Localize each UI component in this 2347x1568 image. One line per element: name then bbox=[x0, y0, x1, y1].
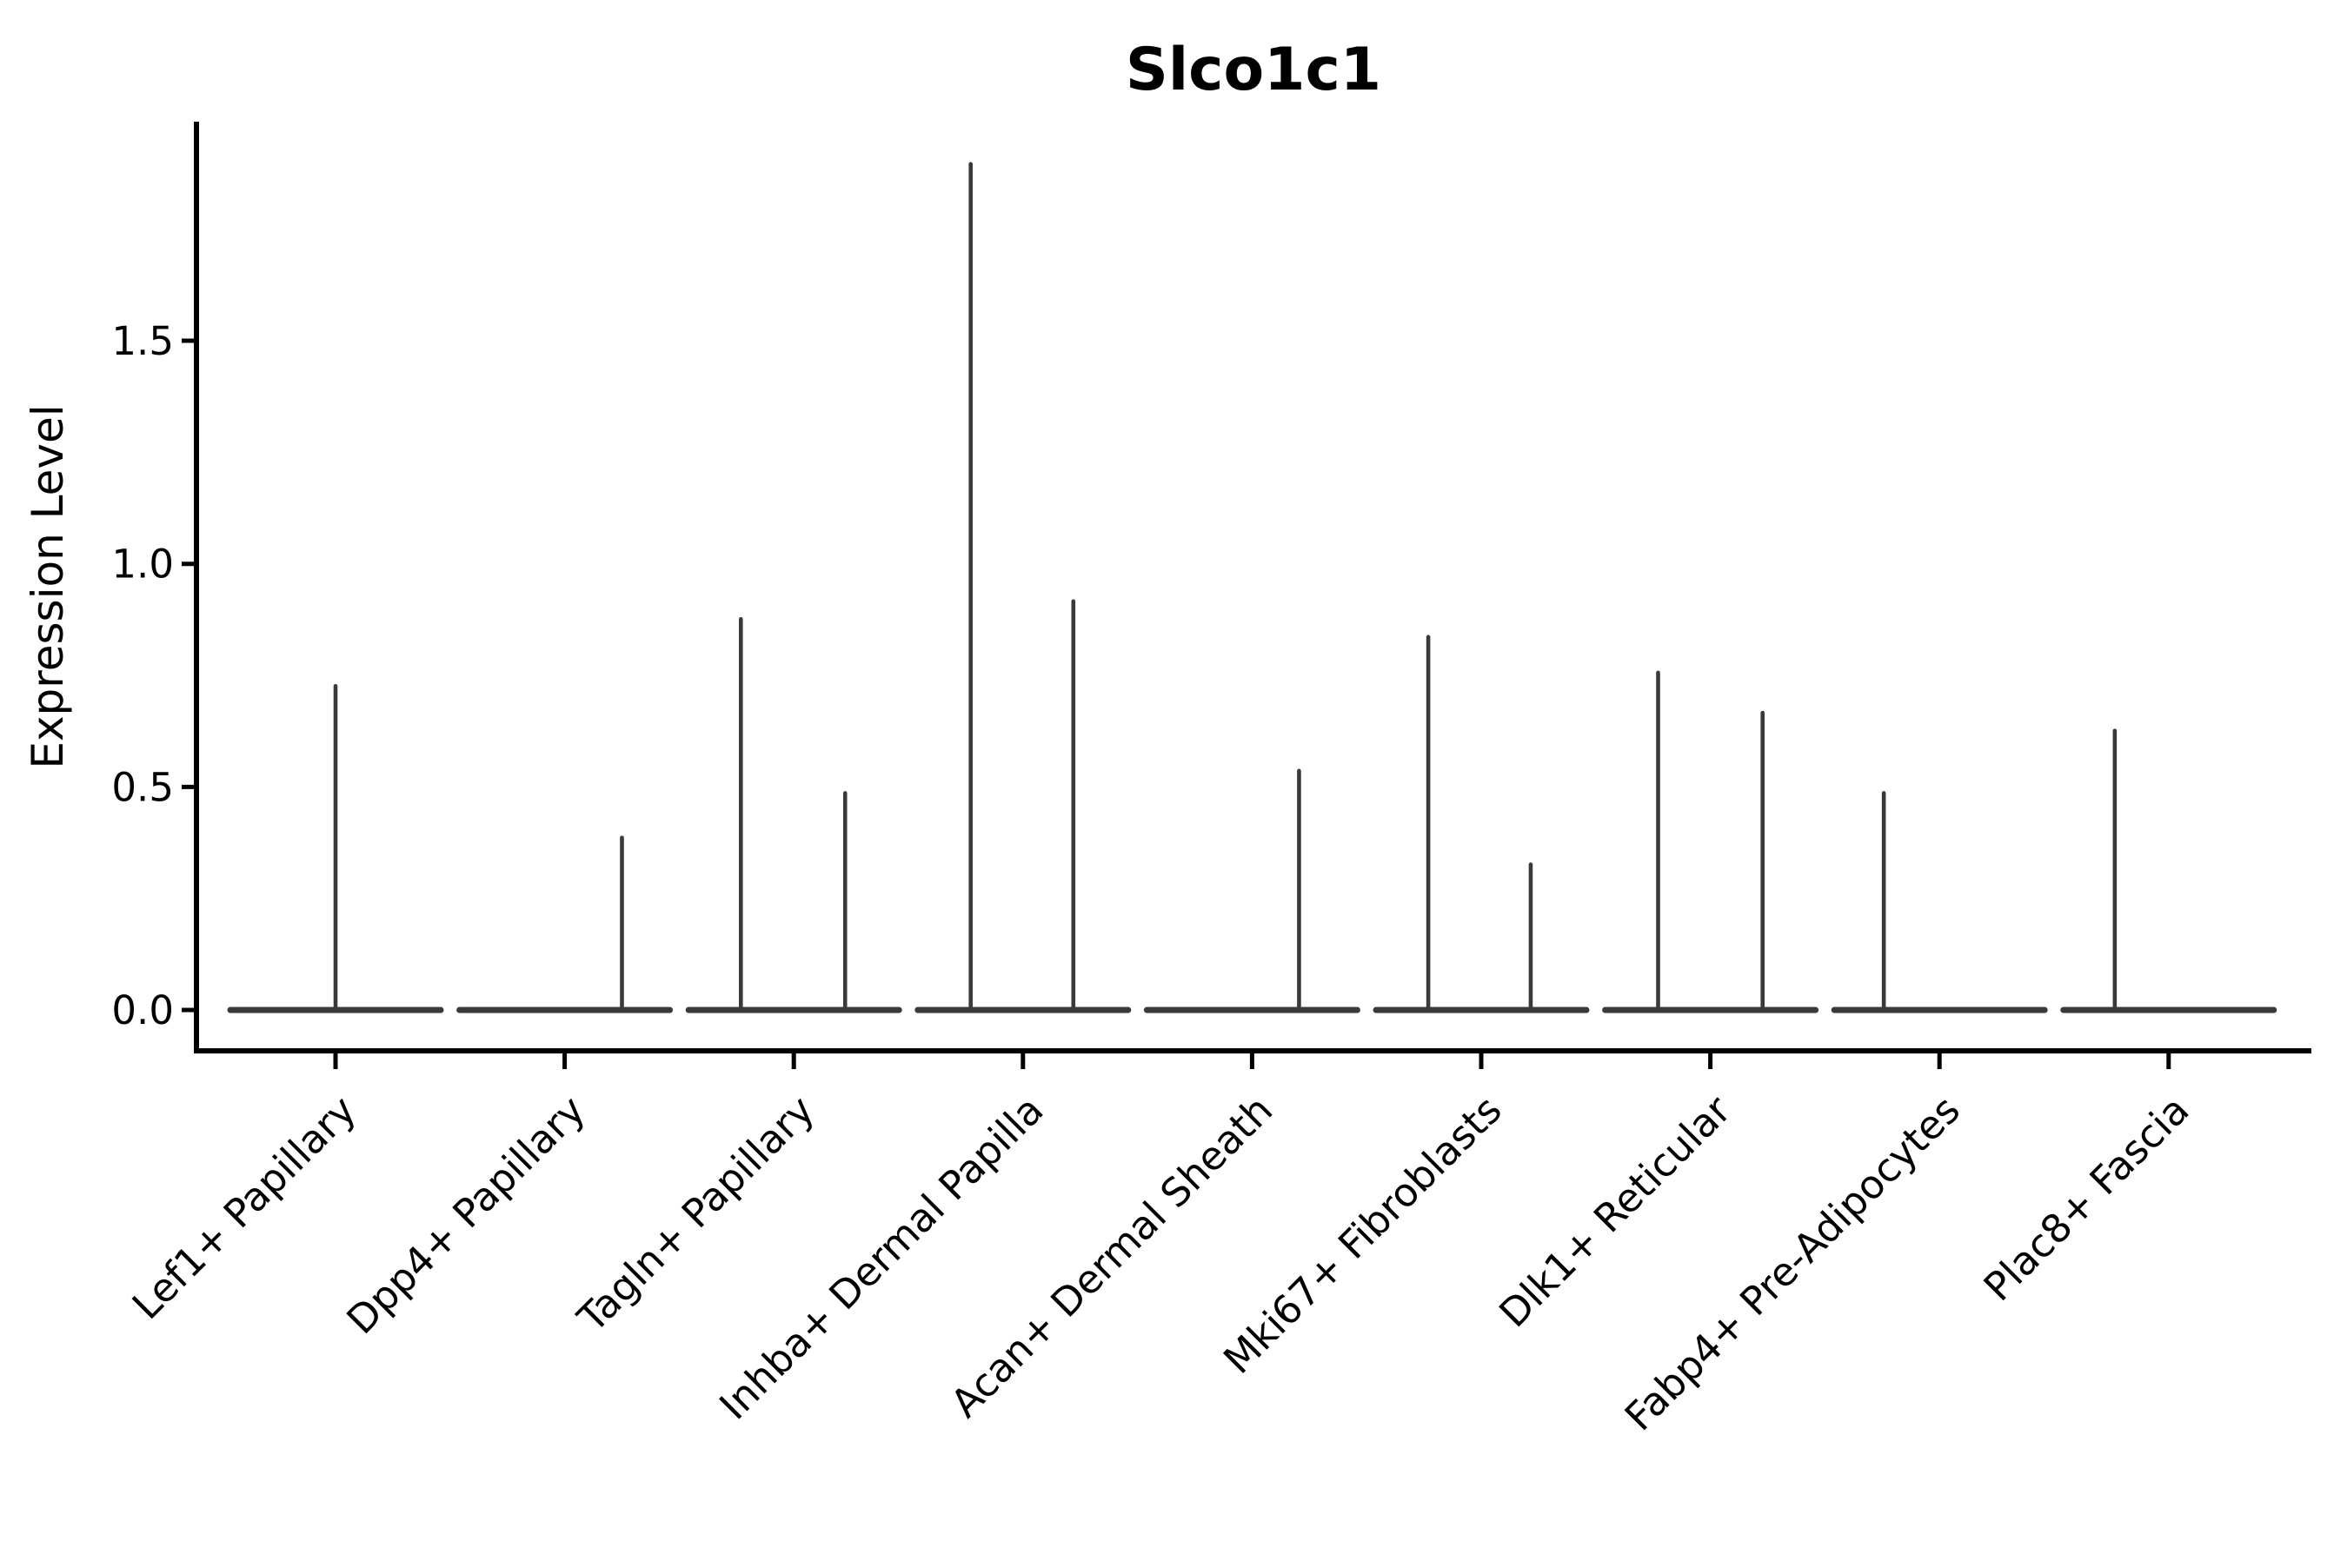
violin bbox=[227, 683, 444, 1013]
x-tick-label: Lef1+ Papillary bbox=[123, 1086, 365, 1328]
violin bbox=[456, 835, 674, 1013]
y-tick-label: 0.0 bbox=[111, 987, 174, 1033]
chart-title: Slco1c1 bbox=[1126, 36, 1381, 104]
violin bbox=[1602, 670, 1819, 1013]
y-tick-label: 1.5 bbox=[111, 318, 174, 364]
violin bbox=[685, 616, 902, 1013]
violin bbox=[1143, 768, 1360, 1013]
x-tick-label: Plac8+ Fascia bbox=[1975, 1086, 2198, 1310]
violin bbox=[2060, 728, 2277, 1013]
y-axis-ticks: 0.0 0.5 1.0 1.5 bbox=[111, 318, 196, 1033]
y-axis-label: Expression Level bbox=[23, 404, 73, 768]
violin bbox=[1831, 791, 2048, 1013]
violin bbox=[1373, 635, 1590, 1013]
violin bbox=[914, 162, 1132, 1013]
x-tick-label: Tagln+ Papillary bbox=[568, 1086, 823, 1341]
y-tick-label: 1.0 bbox=[111, 541, 174, 588]
y-tick-label: 0.5 bbox=[111, 764, 174, 810]
violins-group bbox=[227, 162, 2277, 1013]
x-tick-label: Dpp4+ Papillary bbox=[338, 1086, 595, 1343]
axis-spines bbox=[194, 122, 2311, 1053]
x-tick-label: Dlk1+ Reticular bbox=[1490, 1086, 1739, 1336]
